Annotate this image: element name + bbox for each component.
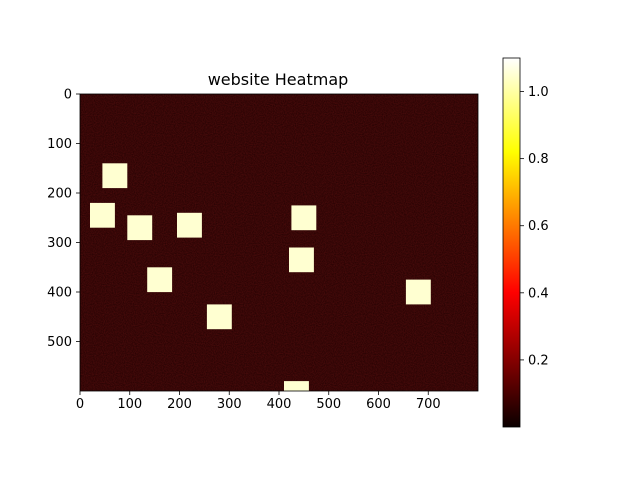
- y-axis: 0 100 200 300 400 500: [47, 88, 80, 350]
- chart-title: website Heatmap: [208, 70, 349, 89]
- hotspot-layer: [90, 163, 431, 391]
- hotspot-cell: [289, 247, 314, 273]
- hotspot-cell: [284, 381, 309, 391]
- y-tick-label: 100: [47, 137, 72, 152]
- y-tick-label: 500: [47, 335, 72, 350]
- hotspot-cell: [90, 202, 115, 228]
- colorbar-tick-label: 0.4: [528, 286, 549, 301]
- y-tick-label: 400: [47, 286, 72, 301]
- colorbar-gradient: [502, 57, 521, 428]
- colorbar: 0.2 0.4 0.6 0.8 1.0: [502, 57, 549, 428]
- hotspot-cell: [291, 205, 317, 231]
- x-tick-label: 300: [217, 397, 242, 412]
- plot-area: [79, 93, 479, 392]
- colorbar-tick-label: 0.2: [528, 353, 549, 368]
- colorbar-tick-label: 1.0: [528, 85, 549, 100]
- hotspot-cell: [405, 279, 431, 305]
- hotspot-cell: [102, 163, 128, 189]
- colorbar-tick-label: 0.6: [528, 219, 549, 234]
- x-tick-label: 0: [76, 397, 84, 412]
- colorbar-ticks: 0.2 0.4 0.6 0.8 1.0: [520, 85, 549, 368]
- x-axis: 0 100 200 300 400 500 600 700: [76, 391, 441, 412]
- y-tick-label: 0: [64, 88, 72, 103]
- hotspot-cell: [147, 267, 173, 293]
- x-tick-label: 700: [416, 397, 441, 412]
- y-tick-label: 200: [47, 187, 72, 202]
- x-tick-label: 100: [117, 397, 142, 412]
- y-tick-label: 300: [47, 236, 72, 251]
- hotspot-cell: [206, 304, 232, 330]
- x-tick-label: 500: [316, 397, 341, 412]
- x-tick-label: 600: [366, 397, 391, 412]
- hotspot-cell: [177, 212, 202, 238]
- x-tick-label: 400: [267, 397, 292, 412]
- hotspot-cell: [127, 215, 153, 241]
- x-tick-label: 200: [167, 397, 192, 412]
- heatmap-noise: [80, 94, 478, 391]
- colorbar-tick-label: 0.8: [528, 152, 549, 167]
